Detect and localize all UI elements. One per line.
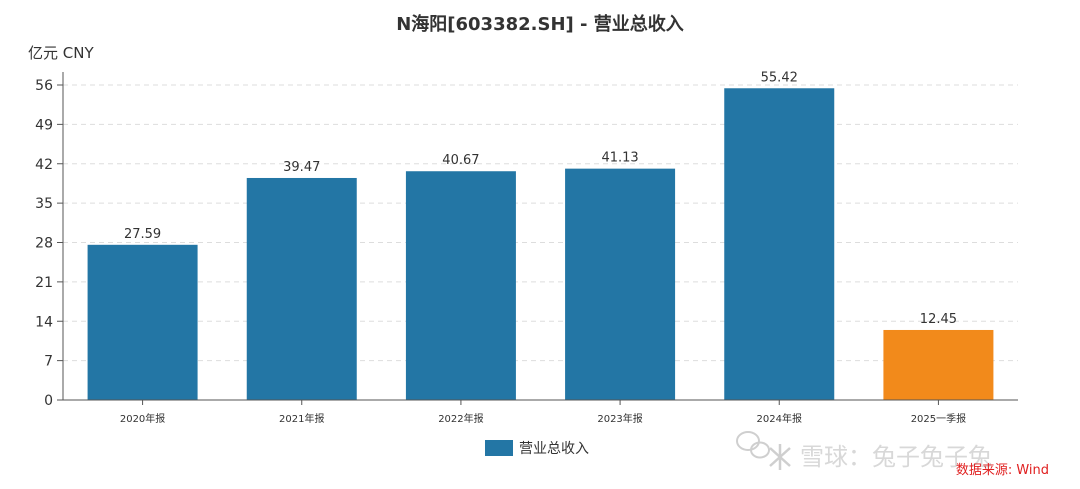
snowball-icon (769, 444, 791, 470)
data-source: 数据来源: Wind (956, 463, 1049, 478)
y-tick-label: 42 (35, 157, 53, 173)
legend-swatch (485, 440, 513, 456)
legend-label: 营业总收入 (519, 441, 589, 457)
watermark-text: 雪球：兔子兔子兔 (800, 443, 992, 471)
legend: 营业总收入 (485, 440, 589, 457)
y-tick-label: 56 (35, 78, 53, 94)
x-tick-label: 2025一季报 (911, 412, 966, 425)
data-label: 39.47 (283, 160, 320, 175)
bar (405, 171, 516, 400)
y-tick-label: 0 (44, 393, 53, 409)
x-tick-label: 2022年报 (438, 412, 483, 425)
y-axis-unit-label: 亿元 CNY (28, 44, 94, 62)
y-tick-label: 28 (35, 236, 53, 252)
data-label: 12.45 (920, 312, 957, 327)
y-axis-ticks: 0 7 14 21 28 35 42 49 56 (35, 78, 63, 409)
data-label: 41.13 (601, 151, 638, 166)
x-tick-label: 2024年报 (757, 412, 802, 425)
x-tick-label: 2021年报 (279, 412, 324, 425)
wechat-icon (736, 431, 770, 459)
bars (87, 88, 994, 400)
y-tick-label: 35 (35, 196, 53, 212)
data-label: 55.42 (761, 70, 798, 85)
bar (565, 168, 676, 400)
data-label: 40.67 (442, 153, 479, 168)
bar (883, 329, 994, 400)
data-labels: 27.59 39.47 40.67 41.13 55.42 12.45 (124, 70, 957, 327)
x-tick-label: 2023年报 (597, 412, 642, 425)
y-tick-label: 21 (35, 275, 53, 291)
chart-title: N海阳[603382.SH] - 营业总收入 (396, 13, 684, 35)
gridlines (63, 84, 1018, 362)
y-tick-label: 49 (35, 117, 53, 133)
watermark: 雪球：兔子兔子兔 (736, 431, 992, 471)
bar (724, 88, 835, 400)
x-axis-ticks: 2020年报 2021年报 2022年报 2023年报 2024年报 2025一季报 (120, 400, 966, 425)
y-tick-label: 14 (35, 314, 53, 330)
bar (87, 244, 198, 400)
x-tick-label: 2020年报 (120, 412, 165, 425)
y-tick-label: 7 (44, 354, 53, 370)
bar (246, 177, 357, 400)
data-label: 27.59 (124, 227, 161, 242)
